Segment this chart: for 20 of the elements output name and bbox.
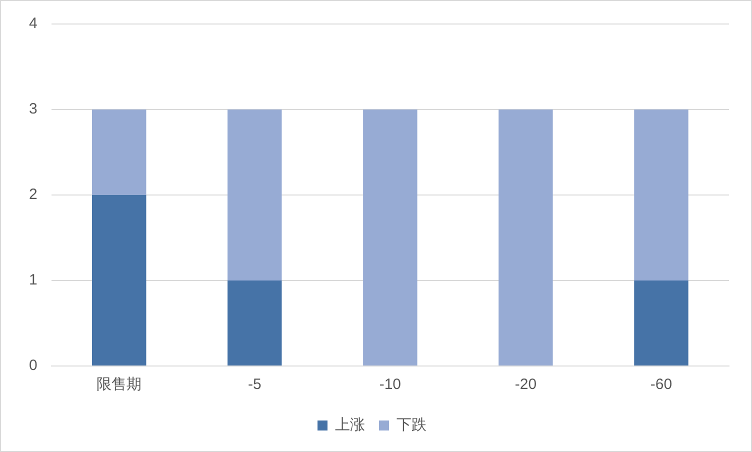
bar [634, 110, 688, 280]
y-tick-label: 3 [29, 100, 38, 118]
bar [363, 110, 418, 366]
y-tick-label: 2 [29, 186, 38, 204]
legend-label: 下跌 [396, 416, 426, 434]
bar [634, 280, 688, 366]
bar [228, 280, 282, 366]
y-tick-label: 1 [29, 272, 38, 289]
bar [92, 110, 146, 195]
y-tick-label: 0 [29, 357, 38, 374]
x-tick-label: -5 [248, 376, 262, 394]
x-tick-label: -20 [514, 376, 537, 394]
bar [228, 110, 282, 280]
x-tick-label: 限售期 [96, 376, 142, 394]
y-tick-label: 4 [29, 15, 38, 32]
x-tick-label: -60 [650, 376, 672, 394]
bar [92, 195, 146, 366]
legend-label: 上涨 [335, 416, 365, 434]
bar [498, 110, 553, 366]
x-tick-label: -10 [379, 376, 402, 394]
